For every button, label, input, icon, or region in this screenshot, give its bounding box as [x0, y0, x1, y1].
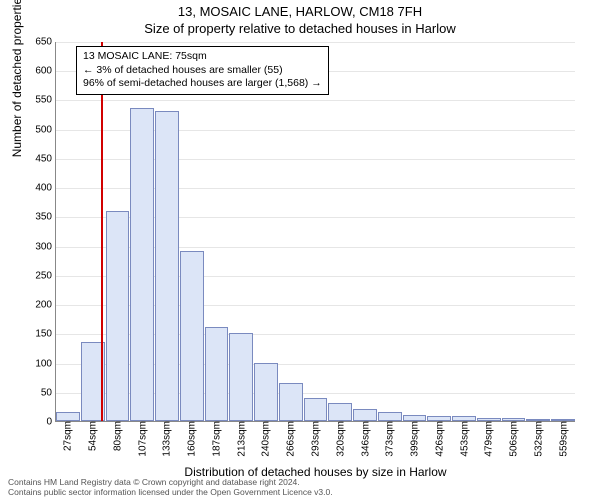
x-tick-label: 107sqm	[137, 421, 148, 457]
x-tick-label: 373sqm	[385, 421, 396, 457]
property-reference-line	[101, 42, 103, 421]
histogram-bar	[229, 333, 253, 421]
histogram-bar	[106, 211, 130, 421]
y-tick-label: 200	[4, 300, 52, 311]
y-tick-label: 0	[4, 417, 52, 428]
x-tick-label: 266sqm	[286, 421, 297, 457]
x-tick-label: 27sqm	[63, 421, 74, 451]
histogram-bar	[130, 108, 154, 421]
x-tick-label: 479sqm	[484, 421, 495, 457]
x-tick-label: 293sqm	[311, 421, 322, 457]
y-tick-label: 250	[4, 270, 52, 281]
y-tick-label: 450	[4, 153, 52, 164]
property-size-chart: 13, MOSAIC LANE, HARLOW, CM18 7FH Size o…	[0, 0, 600, 500]
subtitle: Size of property relative to detached ho…	[0, 19, 600, 36]
x-tick-label: 320sqm	[335, 421, 346, 457]
y-tick-label: 400	[4, 183, 52, 194]
histogram-bar	[378, 412, 402, 421]
histogram-bar	[205, 327, 229, 421]
histogram-bar	[279, 383, 303, 421]
histogram-bar	[56, 412, 80, 421]
plot-area: Distribution of detached houses by size …	[55, 42, 575, 422]
y-tick-label: 150	[4, 329, 52, 340]
x-tick-label: 54sqm	[88, 421, 99, 451]
x-tick-label: 453sqm	[459, 421, 470, 457]
y-tick-label: 300	[4, 241, 52, 252]
infobox-line2: ← 3% of detached houses are smaller (55)	[83, 64, 322, 78]
x-tick-label: 559sqm	[558, 421, 569, 457]
histogram-bar	[353, 409, 377, 421]
gridline	[56, 100, 575, 101]
x-tick-label: 426sqm	[434, 421, 445, 457]
x-tick-label: 506sqm	[509, 421, 520, 457]
x-tick-label: 80sqm	[112, 421, 123, 451]
y-tick-label: 50	[4, 387, 52, 398]
y-tick-label: 100	[4, 358, 52, 369]
y-tick-label: 600	[4, 66, 52, 77]
histogram-bar	[328, 403, 352, 421]
x-tick-label: 240sqm	[261, 421, 272, 457]
footer-attribution: Contains HM Land Registry data © Crown c…	[8, 478, 333, 498]
x-tick-label: 213sqm	[236, 421, 247, 457]
histogram-bar	[304, 398, 328, 421]
infobox-line3: 96% of semi-detached houses are larger (…	[83, 77, 322, 91]
x-tick-label: 346sqm	[360, 421, 371, 457]
x-tick-label: 133sqm	[162, 421, 173, 457]
gridline	[56, 42, 575, 43]
y-tick-label: 550	[4, 95, 52, 106]
footer-line2: Contains public sector information licen…	[8, 488, 333, 498]
property-info-box: 13 MOSAIC LANE: 75sqm ← 3% of detached h…	[76, 46, 329, 95]
x-tick-label: 399sqm	[410, 421, 421, 457]
y-tick-label: 650	[4, 37, 52, 48]
histogram-bar	[180, 251, 204, 421]
histogram-bar	[254, 363, 278, 421]
y-tick-label: 500	[4, 124, 52, 135]
infobox-line1: 13 MOSAIC LANE: 75sqm	[83, 50, 322, 64]
x-tick-label: 160sqm	[187, 421, 198, 457]
x-tick-label: 532sqm	[533, 421, 544, 457]
histogram-bar	[155, 111, 179, 421]
y-tick-label: 350	[4, 212, 52, 223]
x-tick-label: 187sqm	[211, 421, 222, 457]
address-title: 13, MOSAIC LANE, HARLOW, CM18 7FH	[0, 0, 600, 19]
